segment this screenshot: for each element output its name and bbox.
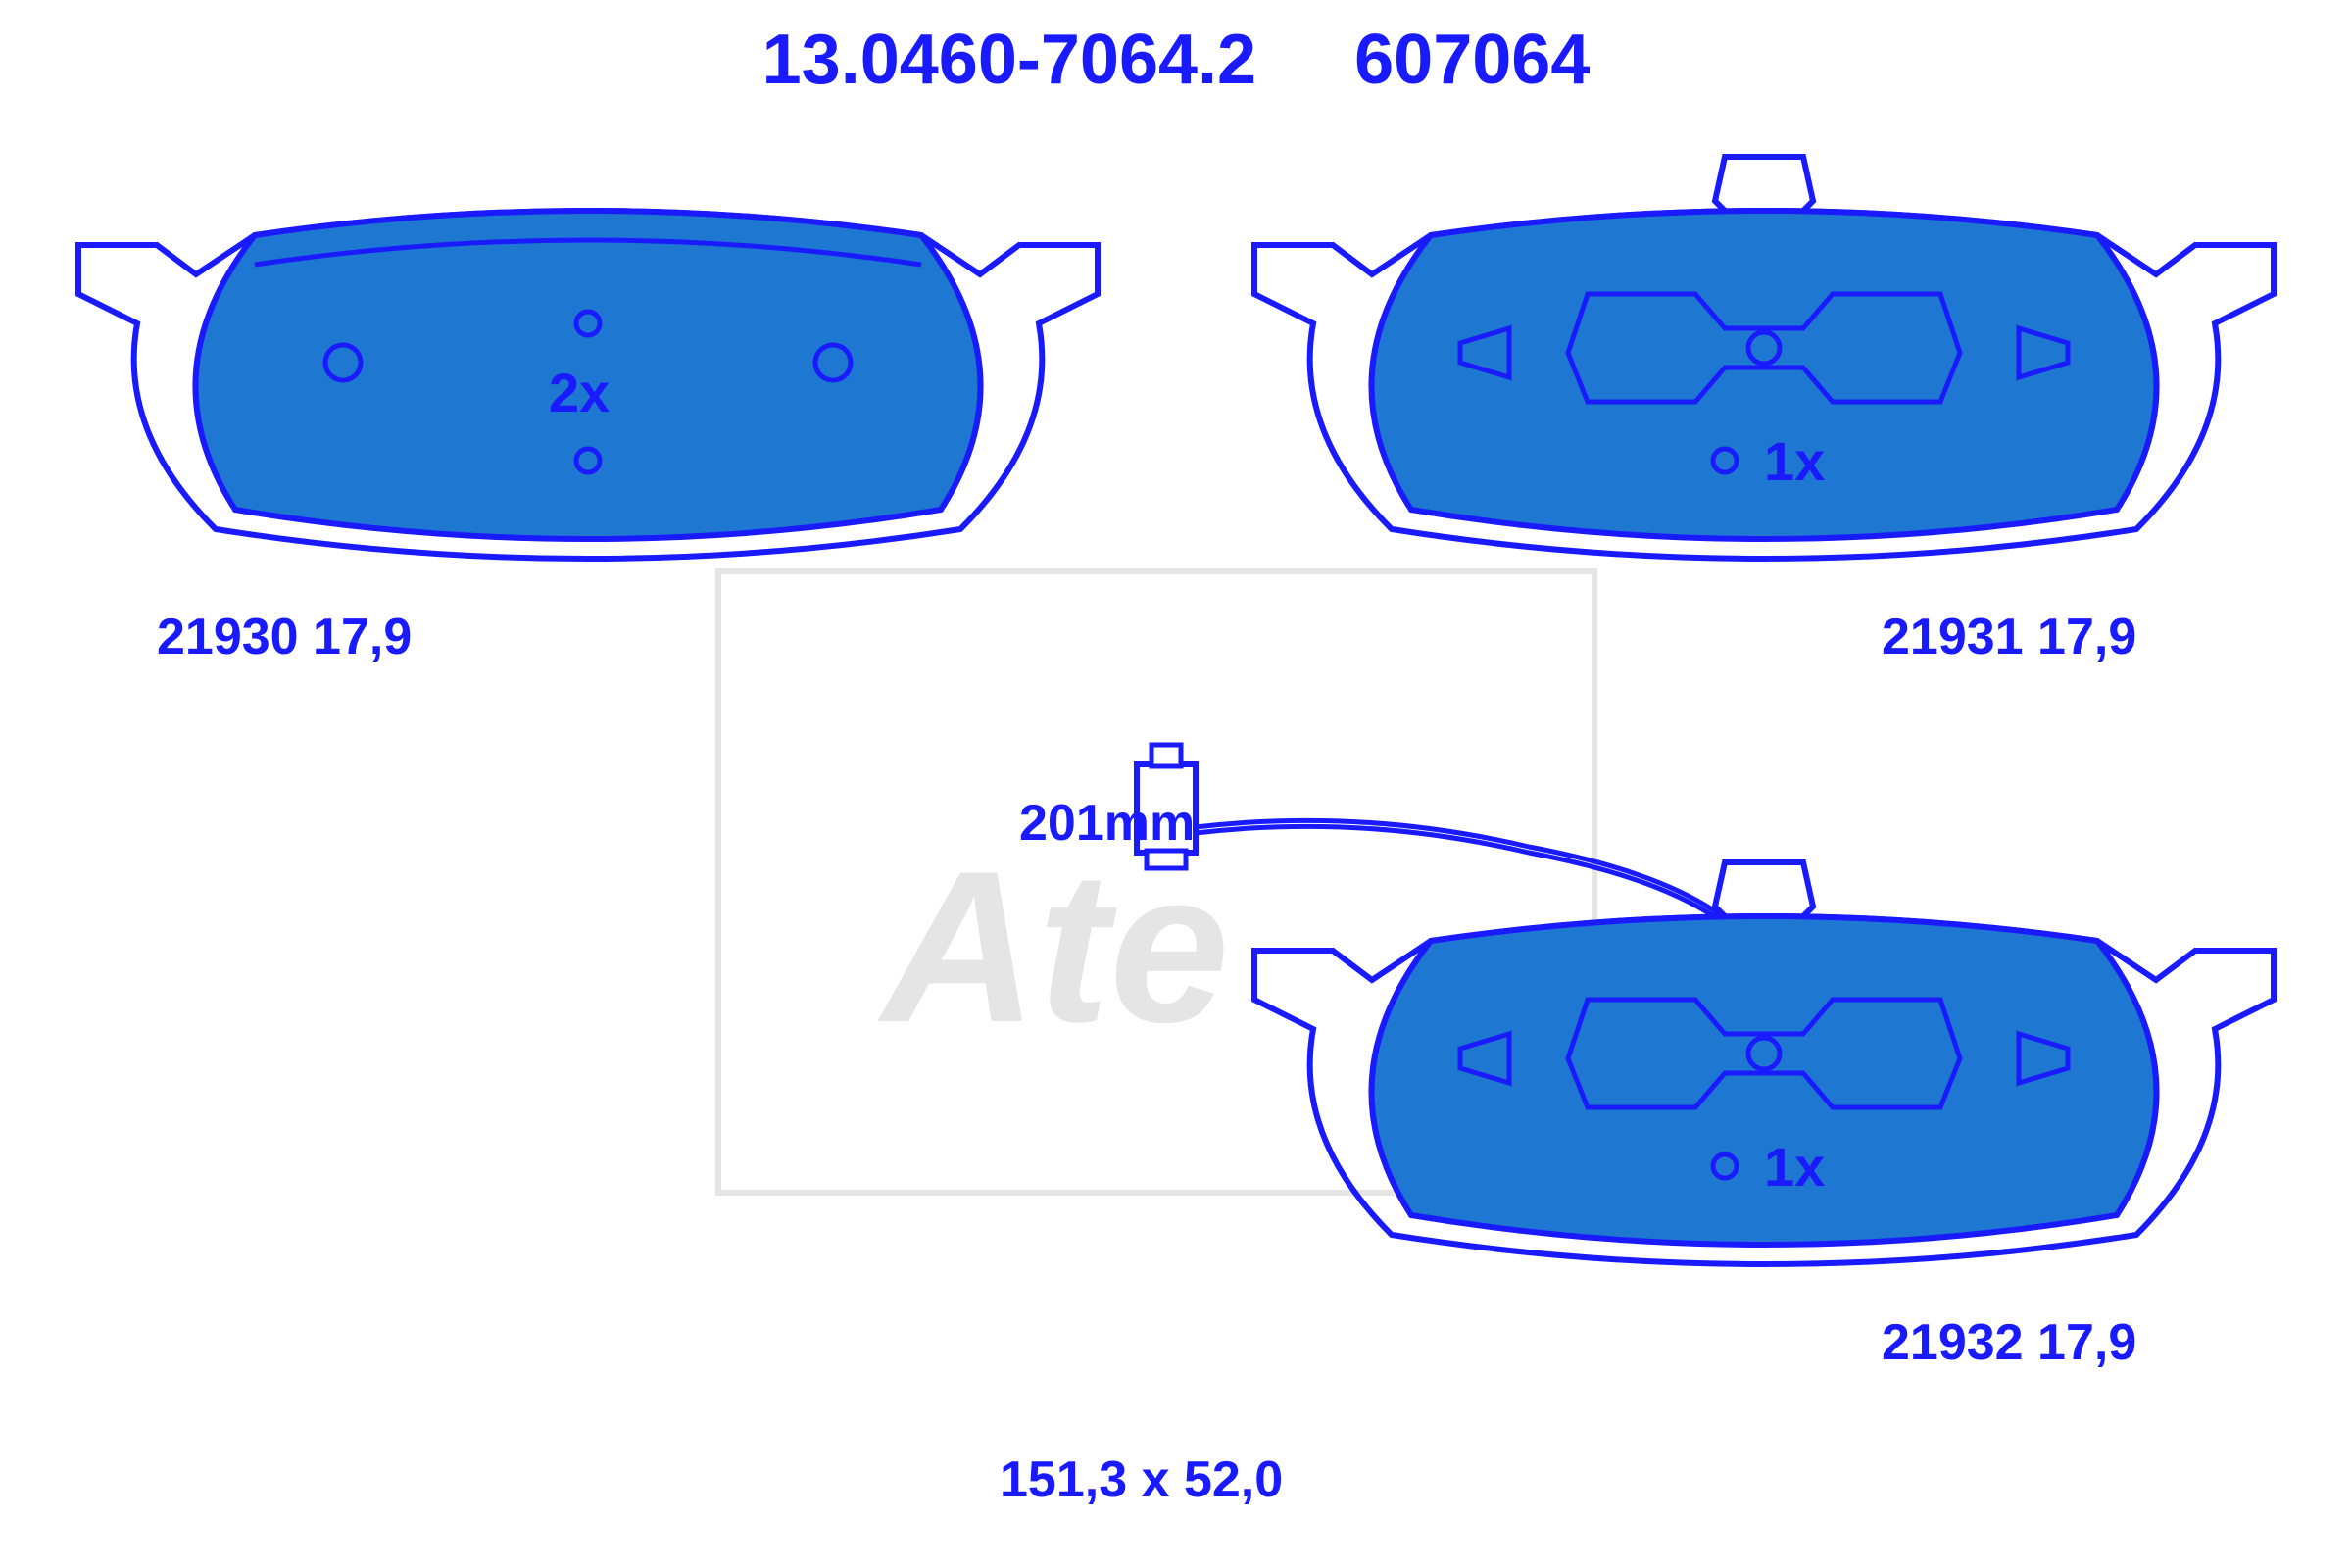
short-code: 607064 [1354,21,1590,99]
qty-label-c: 1x [1764,1136,1825,1198]
wire-length-label: 201mm [1019,794,1195,853]
overall-dimensions: 151,3 x 52,0 [1000,1450,1283,1509]
qty-label-a: 2x [549,362,610,423]
brake-pad-inner-bottom: 1x [1019,725,2293,1294]
diagram-canvas: Ate 2x 21930 17,9 1x 21931 17,9 [0,118,2352,1568]
brake-pad-outer: 2x [59,176,1117,588]
brake-pad-inner-top: 1x [1235,147,2293,588]
header: 13.0460-7064.2 607064 [0,0,2352,100]
pad-label-c: 21932 17,9 [1882,1313,2136,1372]
part-number: 13.0460-7064.2 [762,21,1256,99]
pad-label-b: 21931 17,9 [1882,608,2136,666]
pad-label-a: 21930 17,9 [157,608,412,666]
qty-label-b: 1x [1764,430,1825,492]
